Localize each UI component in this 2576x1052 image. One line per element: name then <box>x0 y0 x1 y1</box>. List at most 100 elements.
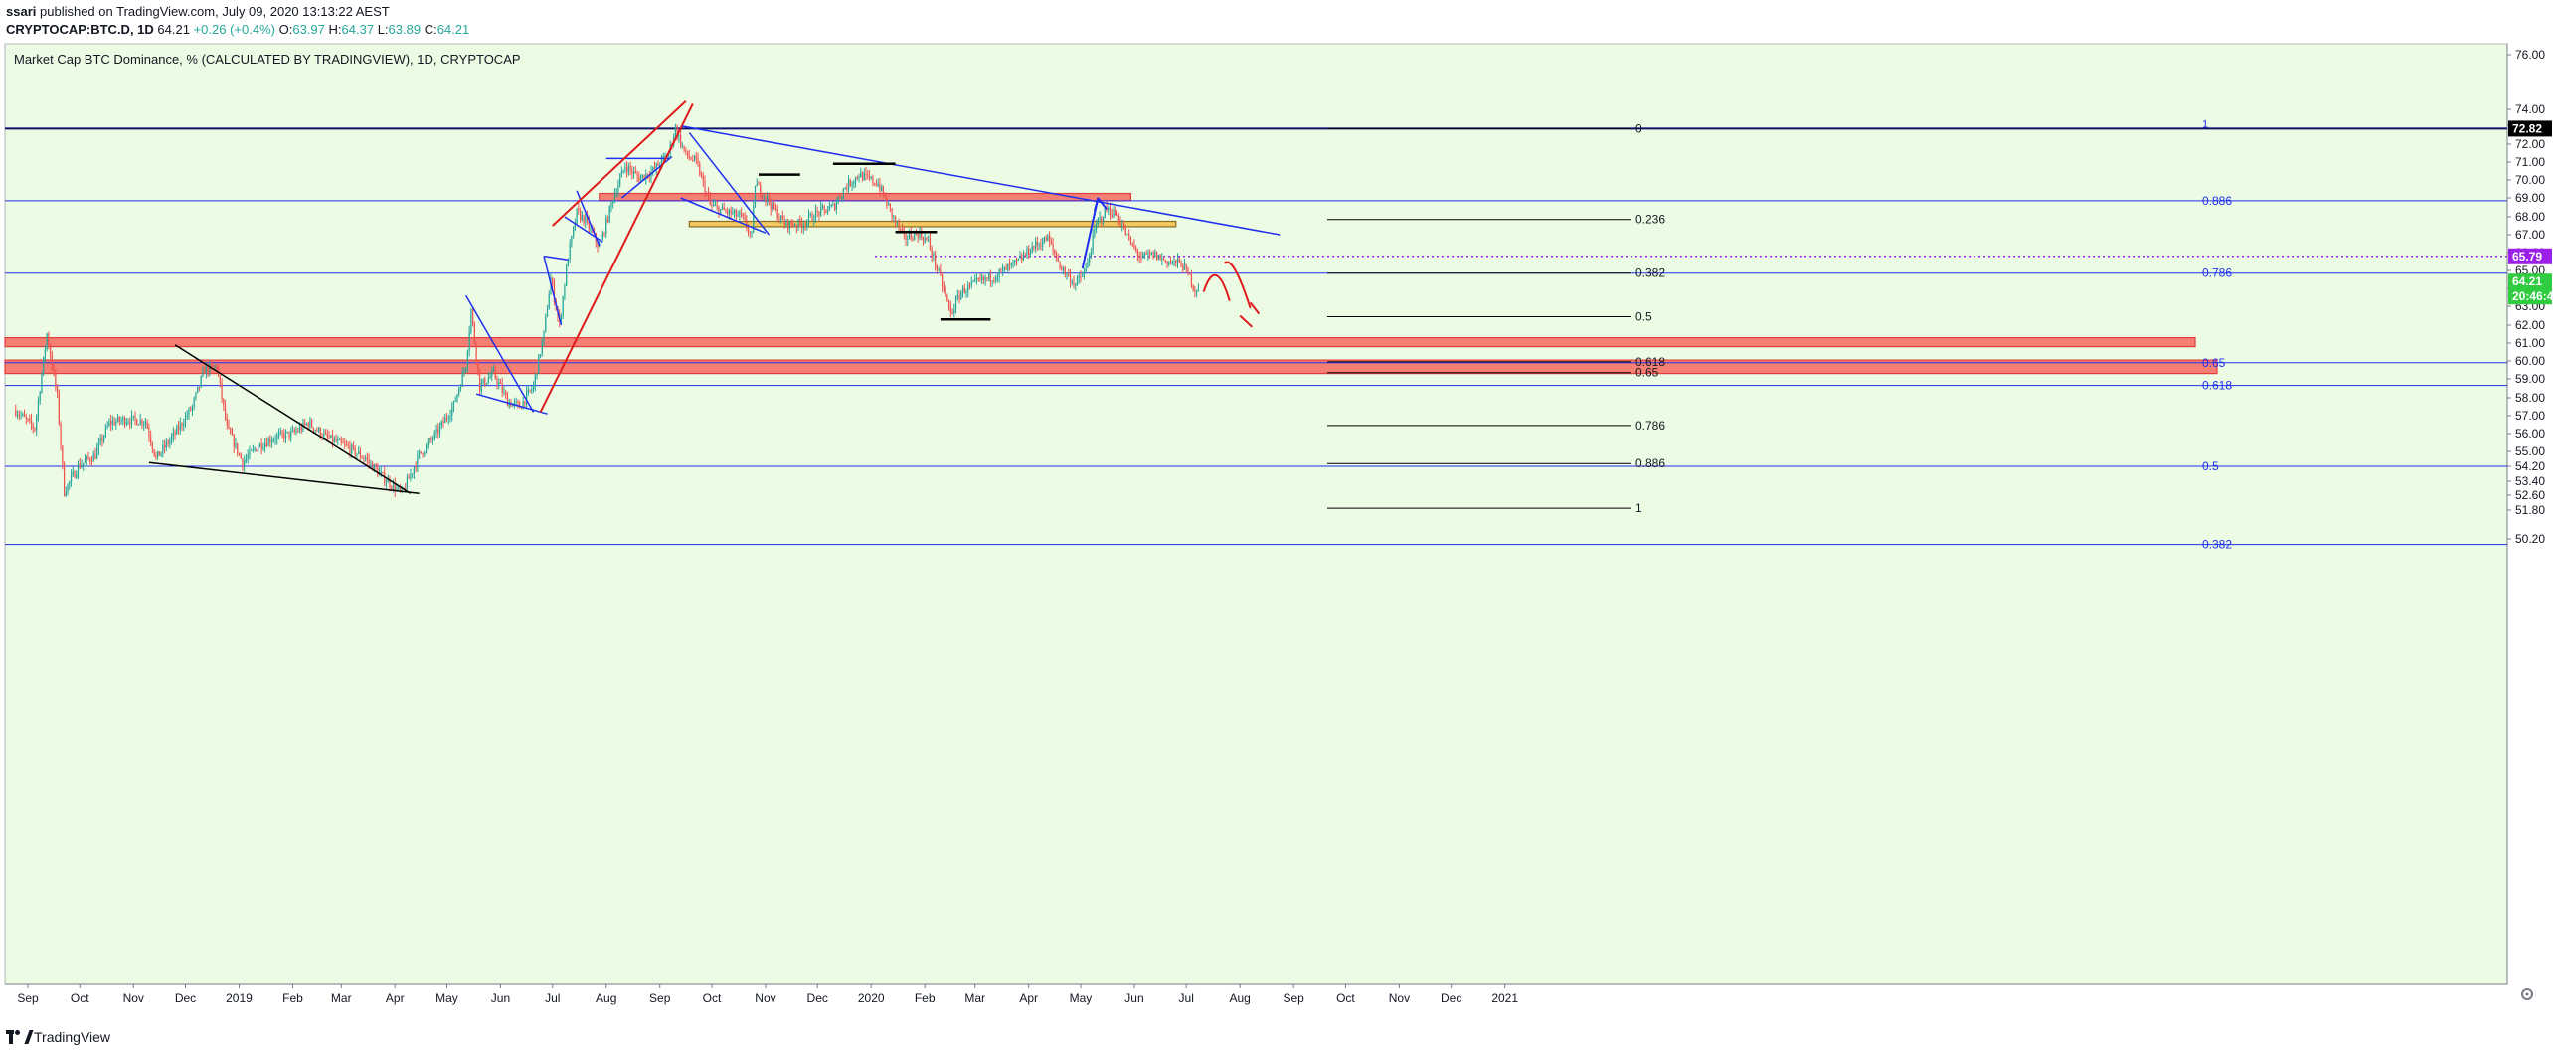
x-axis[interactable]: Sep Oct Nov Dec 2019 Feb Mar Apr May Jun Jul Aug Sep… <box>5 983 2507 1005</box>
candle-body <box>503 392 505 394</box>
candle-body <box>183 424 185 427</box>
candle <box>1189 272 1191 275</box>
candle-body <box>569 243 571 260</box>
candle-body <box>435 429 437 433</box>
projection-arc <box>1223 261 1252 309</box>
candle-body <box>86 456 87 461</box>
candle <box>960 290 962 301</box>
candle-body <box>216 365 218 369</box>
candle-body <box>298 427 301 432</box>
price-chart[interactable]: 76.0074.0073.0072.0071.0070.0069.0068.00… <box>0 42 2576 1024</box>
candle-body <box>375 464 377 469</box>
fib-right-label: 0.65 <box>2202 356 2226 370</box>
candle <box>875 179 878 187</box>
candle-body <box>688 156 690 158</box>
candle-body <box>797 219 799 228</box>
candle <box>889 203 891 213</box>
candle <box>230 427 232 435</box>
candle-body <box>338 438 341 440</box>
tradingview-logo-icon[interactable] <box>6 1030 34 1044</box>
candle-body <box>468 331 470 352</box>
candle-body <box>330 435 332 438</box>
candle-body <box>1083 271 1086 276</box>
candle-body <box>823 206 825 210</box>
candle <box>132 415 134 421</box>
candle-body <box>610 202 612 207</box>
candle <box>546 304 549 317</box>
candle <box>727 207 729 218</box>
candle-body <box>787 220 789 229</box>
symbol-label[interactable]: CRYPTOCAP:BTC.D, 1D <box>6 22 154 37</box>
candle <box>77 460 80 479</box>
x-tick-label: Jun <box>491 991 510 1005</box>
candle <box>32 422 34 434</box>
candle-body <box>1196 290 1198 292</box>
candle <box>74 470 76 479</box>
candle-body <box>961 287 964 293</box>
candle-body <box>1055 254 1058 259</box>
candle-body <box>929 238 932 249</box>
resistance-zone-red <box>599 192 1132 202</box>
candle <box>279 427 281 436</box>
candle <box>1026 245 1028 259</box>
candle-body <box>396 487 398 491</box>
candle-body <box>917 233 919 238</box>
candle <box>1043 236 1045 244</box>
candle-body <box>713 205 715 207</box>
candle-body <box>1092 234 1094 252</box>
candle <box>440 420 442 430</box>
candle <box>984 274 986 286</box>
candle-body <box>734 209 736 213</box>
candle-body <box>1135 247 1137 251</box>
candle-body <box>384 472 386 484</box>
candle-body <box>767 196 769 200</box>
author-name[interactable]: ssari <box>6 4 37 19</box>
candle-body <box>737 215 739 217</box>
y-tick-label: 54.20 <box>2515 459 2545 473</box>
candle-body <box>685 149 687 151</box>
candle <box>1150 251 1152 256</box>
candle-body <box>337 439 339 442</box>
settings-gear-icon[interactable] <box>2521 988 2533 1000</box>
candle-body <box>76 474 78 478</box>
candle-body <box>821 206 824 208</box>
candle <box>430 436 432 443</box>
candle-body <box>674 126 676 138</box>
footer-brand[interactable]: TradingView <box>34 1029 111 1045</box>
candle-body <box>39 392 41 402</box>
candle-body <box>704 180 706 194</box>
candle <box>874 182 876 186</box>
candle <box>744 211 746 222</box>
candle <box>823 204 825 216</box>
candle <box>1126 233 1128 236</box>
candle <box>1059 261 1061 270</box>
candle-body <box>202 370 204 377</box>
x-tick-label: Dec <box>175 991 196 1005</box>
candle-body <box>935 254 937 266</box>
candle <box>872 174 874 187</box>
candle <box>1143 251 1145 260</box>
candle <box>1135 245 1137 253</box>
candle-body <box>499 382 502 384</box>
candle <box>494 366 496 380</box>
candle <box>1173 257 1175 267</box>
candle-body <box>65 492 67 496</box>
candle-body <box>335 438 337 442</box>
candle <box>224 399 227 422</box>
candle-body <box>505 392 507 396</box>
candle-body <box>363 458 365 460</box>
candle-body <box>172 432 174 437</box>
candle-body <box>90 460 93 462</box>
candle <box>18 410 20 421</box>
candle <box>942 271 944 292</box>
candle-body <box>195 392 197 399</box>
x-tick-label: Sep <box>17 991 39 1005</box>
candle-body <box>861 172 864 181</box>
candle <box>1076 275 1079 286</box>
candle <box>382 471 384 474</box>
candle-body <box>844 187 846 190</box>
candle <box>606 215 609 224</box>
candle-body <box>982 276 985 280</box>
candle <box>746 214 748 232</box>
y-axis[interactable]: 76.0074.0073.0072.0071.0070.0069.0068.00… <box>2506 44 2545 984</box>
